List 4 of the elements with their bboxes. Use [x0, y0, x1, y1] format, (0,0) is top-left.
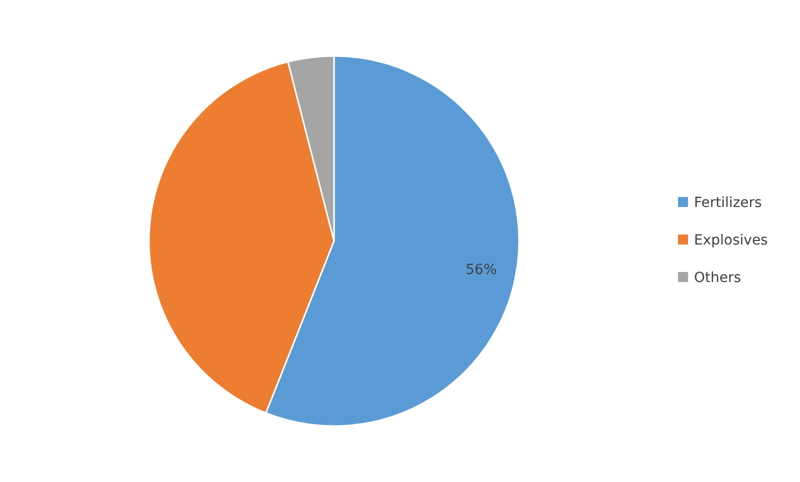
- legend-label: Others: [694, 270, 742, 286]
- legend-label: Fertilizers: [694, 194, 762, 211]
- legend-label: Explosives: [694, 232, 768, 248]
- data-label: 56%: [466, 262, 497, 278]
